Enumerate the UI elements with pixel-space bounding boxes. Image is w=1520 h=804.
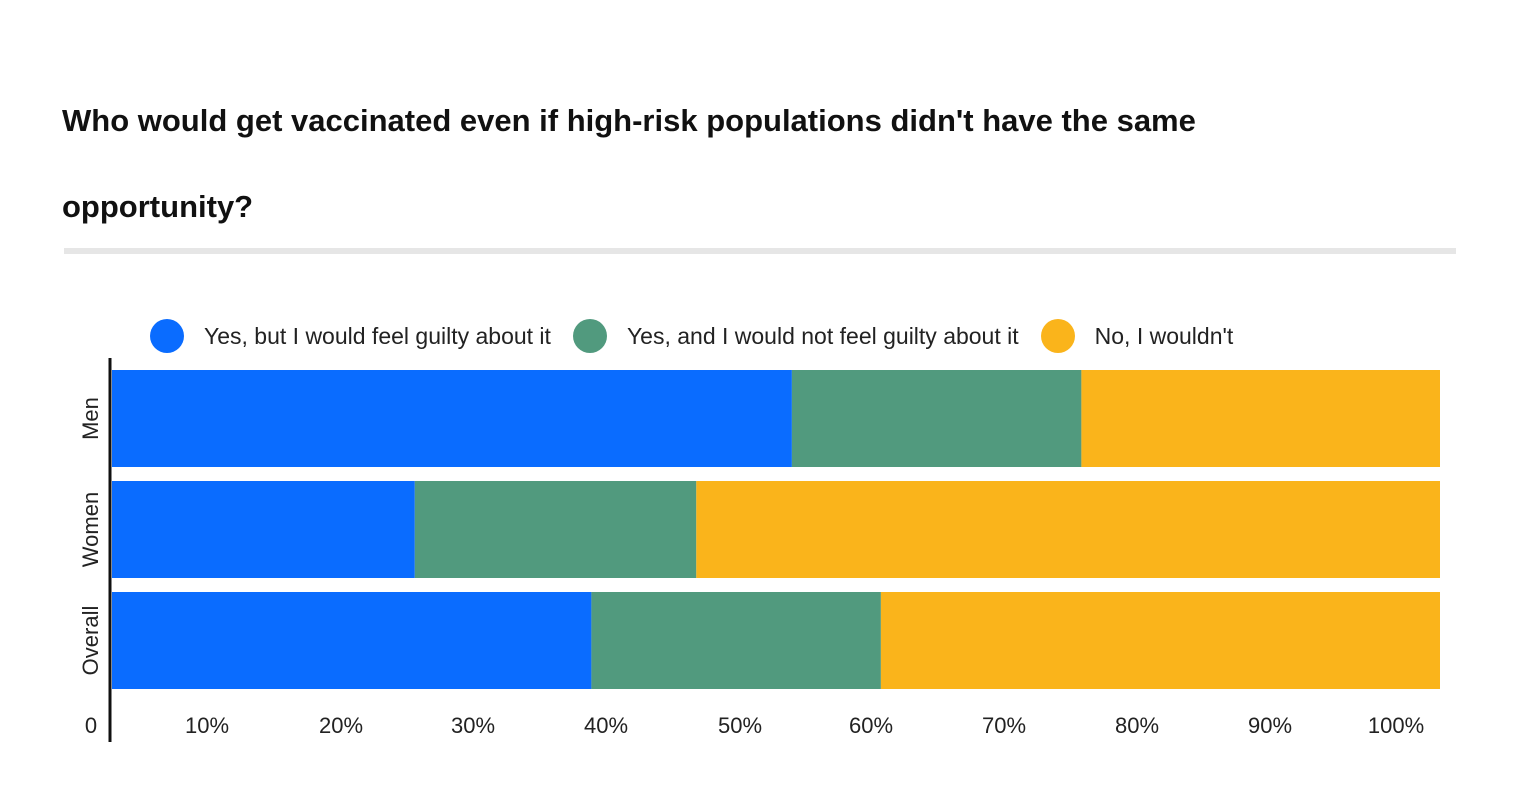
legend-swatch-not-guilty xyxy=(572,319,607,353)
category-label-overall: Overall xyxy=(78,606,103,676)
bar-segment-women-2[interactable] xyxy=(696,481,1440,578)
legend-item-not-guilty[interactable]: Yes, and I would not feel guilty about i… xyxy=(572,319,1019,353)
bar-group-women xyxy=(112,481,1440,578)
x-tick-label: 70% xyxy=(982,713,1026,738)
x-tick-label: 100% xyxy=(1368,713,1424,738)
legend-swatch-no xyxy=(1040,319,1075,353)
legend-item-no[interactable]: No, I wouldn't xyxy=(1040,319,1234,353)
bar-segment-men-1[interactable] xyxy=(791,370,1082,467)
x-tick-label: 10% xyxy=(185,713,229,738)
bar-group-men xyxy=(112,370,1440,467)
legend-label-not-guilty: Yes, and I would not feel guilty about i… xyxy=(626,322,1019,349)
bar-segment-men-2[interactable] xyxy=(1081,370,1440,467)
legend-item-guilty[interactable]: Yes, but I would feel guilty about it xyxy=(150,319,551,353)
bar-group-overall xyxy=(112,592,1440,689)
bar-segment-women-0[interactable] xyxy=(112,481,415,578)
x-tick-label: 30% xyxy=(451,713,495,738)
x-tick-label: 40% xyxy=(584,713,628,738)
bar-segment-women-1[interactable] xyxy=(414,481,697,578)
legend-label-no: No, I wouldn't xyxy=(1094,322,1234,349)
chart-title: Who would get vaccinated even if high-ri… xyxy=(62,103,1196,224)
x-tick-label: 0 xyxy=(85,713,97,738)
bar-segment-overall-2[interactable] xyxy=(880,592,1440,689)
x-tick-label: 80% xyxy=(1115,713,1159,738)
x-tick-label: 90% xyxy=(1248,713,1292,738)
bar-segment-men-0[interactable] xyxy=(112,370,792,467)
legend-swatch-guilty xyxy=(150,319,184,353)
category-label-women: Women xyxy=(78,492,103,567)
x-tick-label: 20% xyxy=(319,713,363,738)
category-label-men: Men xyxy=(78,397,103,440)
x-tick-label: 60% xyxy=(849,713,893,738)
x-tick-label: 50% xyxy=(718,713,762,738)
title-divider xyxy=(64,248,1456,254)
legend-label-guilty: Yes, but I would feel guilty about it xyxy=(204,322,551,349)
legend: Yes, but I would feel guilty about it Ye… xyxy=(150,318,1255,354)
bar-segment-overall-0[interactable] xyxy=(112,592,592,689)
bar-segment-overall-1[interactable] xyxy=(591,592,881,689)
